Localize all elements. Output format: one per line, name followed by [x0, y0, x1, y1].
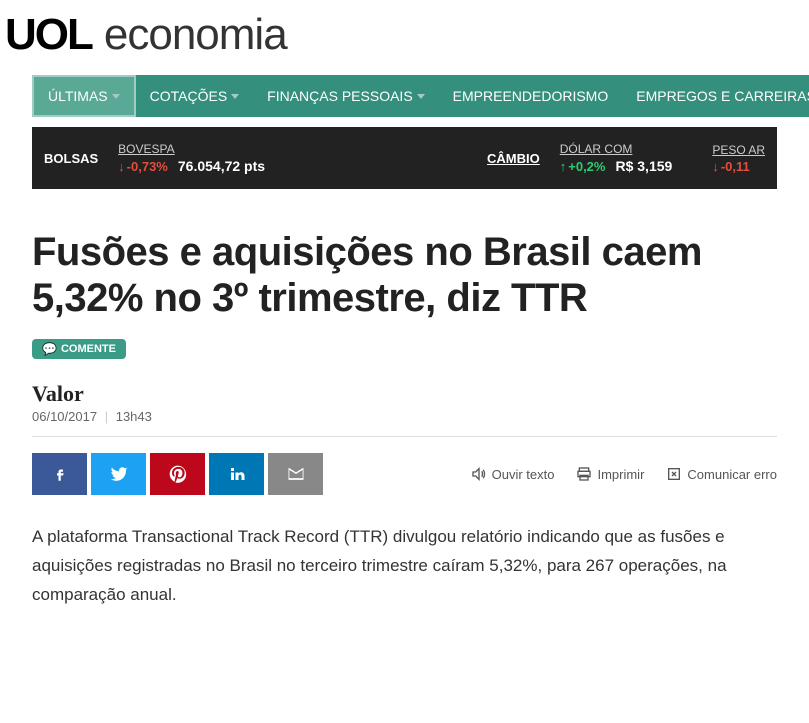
- facebook-icon: [51, 465, 69, 483]
- share-linkedin[interactable]: [209, 453, 264, 495]
- listen-label: Ouvir texto: [492, 467, 555, 482]
- ticker-dolar[interactable]: DÓLAR COM +0,2% R$ 3,159: [560, 142, 673, 174]
- twitter-icon: [109, 464, 129, 484]
- ticker-bovespa[interactable]: BOVESPA -0,73% 76.054,72 pts: [118, 142, 265, 174]
- chevron-down-icon: [112, 94, 120, 99]
- speaker-icon: [471, 466, 487, 482]
- print-button[interactable]: Imprimir: [576, 466, 644, 482]
- ticker-change-down: -0,11: [712, 159, 749, 174]
- ticker-name: DÓLAR COM: [560, 142, 673, 156]
- share-buttons: [32, 453, 323, 495]
- ticker-peso[interactable]: PESO AR -0,11: [712, 143, 765, 174]
- report-label: Comunicar erro: [687, 467, 777, 482]
- ticker-name: PESO AR: [712, 143, 765, 157]
- site-header: UOL economia: [0, 0, 809, 75]
- share-email[interactable]: [268, 453, 323, 495]
- nav-ultimas[interactable]: ÚLTIMAS: [32, 75, 136, 117]
- action-links: Ouvir texto Imprimir Comunicar erro: [471, 466, 777, 482]
- nav-label: EMPREENDEDORISMO: [453, 88, 609, 104]
- ticker-value: 76.054,72 pts: [178, 158, 265, 174]
- ticker-name: BOVESPA: [118, 142, 265, 156]
- meta-separator: |: [105, 409, 108, 424]
- email-icon: [286, 464, 306, 484]
- linkedin-icon: [228, 465, 246, 483]
- pinterest-icon: [168, 464, 188, 484]
- article-actions: Ouvir texto Imprimir Comunicar erro: [32, 453, 777, 495]
- ticker-change-up: +0,2%: [560, 159, 606, 174]
- printer-icon: [576, 466, 592, 482]
- source-logo[interactable]: Valor: [32, 381, 777, 407]
- report-error-button[interactable]: Comunicar erro: [666, 466, 777, 482]
- share-twitter[interactable]: [91, 453, 146, 495]
- nav-label: EMPREGOS E CARREIRAS: [636, 88, 809, 104]
- article-body: A plataforma Transactional Track Record …: [32, 523, 777, 610]
- nav-empreendedorismo[interactable]: EMPREENDEDORISMO: [439, 75, 623, 117]
- article-date: 06/10/2017: [32, 409, 97, 424]
- market-ticker: BOLSAS BOVESPA -0,73% 76.054,72 pts CÂMB…: [32, 127, 777, 189]
- article-source: Valor 06/10/2017 | 13h43: [32, 381, 777, 424]
- ticker-bolsas-label: BOLSAS: [44, 151, 98, 166]
- speech-bubble-icon: 💬: [42, 342, 57, 356]
- article: Fusões e aquisições no Brasil caem 5,32%…: [0, 189, 809, 630]
- article-time: 13h43: [116, 409, 152, 424]
- chevron-down-icon: [231, 94, 239, 99]
- ticker-value: R$ 3,159: [615, 158, 672, 174]
- comment-label: COMENTE: [61, 343, 116, 355]
- main-nav: ÚLTIMAS COTAÇÕES FINANÇAS PESSOAIS EMPRE…: [32, 75, 809, 117]
- nav-cotacoes[interactable]: COTAÇÕES: [136, 75, 254, 117]
- ticker-cambio-label: CÂMBIO: [487, 151, 540, 166]
- uol-logo[interactable]: UOL: [5, 10, 92, 60]
- listen-button[interactable]: Ouvir texto: [471, 466, 555, 482]
- nav-label: ÚLTIMAS: [48, 88, 108, 104]
- nav-label: COTAÇÕES: [150, 88, 228, 104]
- share-pinterest[interactable]: [150, 453, 205, 495]
- article-headline: Fusões e aquisições no Brasil caem 5,32%…: [32, 229, 777, 321]
- article-meta: 06/10/2017 | 13h43: [32, 409, 777, 424]
- share-facebook[interactable]: [32, 453, 87, 495]
- print-label: Imprimir: [597, 467, 644, 482]
- chevron-down-icon: [417, 94, 425, 99]
- report-icon: [666, 466, 682, 482]
- ticker-change-down: -0,73%: [118, 159, 168, 174]
- divider: [32, 436, 777, 437]
- comment-button[interactable]: 💬 COMENTE: [32, 339, 126, 359]
- nav-label: FINANÇAS PESSOAIS: [267, 88, 412, 104]
- nav-empregos[interactable]: EMPREGOS E CARREIRAS: [622, 75, 809, 117]
- nav-financas[interactable]: FINANÇAS PESSOAIS: [253, 75, 438, 117]
- section-title[interactable]: economia: [104, 10, 287, 60]
